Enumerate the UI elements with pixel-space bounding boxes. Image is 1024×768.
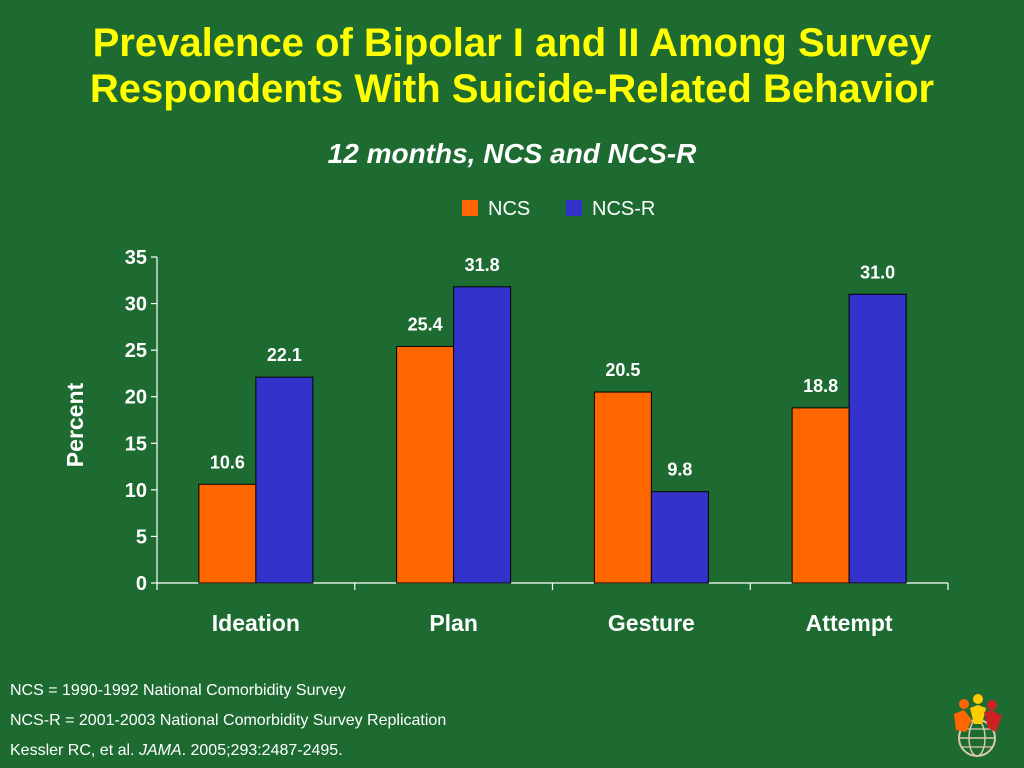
bar-ncs-plan [396,345,455,584]
citation-details: . 2005;293:2487-2495. [181,742,343,759]
y-axis-title: Percent [62,382,88,467]
x-tick-label-attempt: Attempt [806,610,893,636]
citation-journal: JAMA [138,742,182,759]
people-globe-logo-icon [954,694,1002,757]
data-label: 22.1 [267,345,302,365]
y-tick-label: 20 [125,387,147,409]
data-label: 10.6 [210,452,245,472]
legend-label-ncs-r: NCS-R [592,198,655,220]
chart-subtitle: 12 months, NCS and NCS-R [327,138,697,169]
bar-ncs-ideation [198,483,257,584]
data-label: 9.8 [667,460,692,480]
x-tick-label-plan: Plan [429,610,478,636]
x-tick-label-gesture: Gesture [608,610,695,636]
chart-title: Prevalence of Bipolar I and II Among Sur… [89,21,935,111]
y-tick-label: 0 [136,573,147,595]
data-label: 31.8 [465,255,500,275]
bar-ncs-r-ideation [255,376,314,584]
bar-ncs-attempt [791,407,850,584]
legend-swatch-ncs [462,200,478,216]
bar-ncs-r-gesture [650,491,709,584]
y-tick-label: 30 [125,294,147,316]
bar-chart: NCS NCS-R 0 5 10 15 20 25 30 35 Percent 10.6 22.1 Ide… [62,198,949,636]
y-tick-label: 25 [125,340,147,362]
citation-authors: Kessler RC, et al. [10,742,139,759]
legend-swatch-ncs-r [566,200,582,216]
data-label: 31.0 [860,262,895,282]
y-tick-label: 35 [125,247,147,269]
citation: Kessler RC, et al. JAMA. 2005;293:2487-2… [10,742,343,760]
y-tick-label: 5 [136,526,147,548]
bar-ncs-r-plan [453,286,512,584]
y-tick-label: 15 [125,433,147,455]
bar-ncs-gesture [593,391,652,584]
y-tick-label: 10 [125,480,147,502]
data-label: 18.8 [803,376,838,396]
x-tick-label-ideation: Ideation [212,610,300,636]
legend-label-ncs: NCS [488,198,530,220]
data-label: 20.5 [605,360,640,380]
footnote-ncs-r: NCS-R = 2001-2003 National Comorbidity S… [10,712,447,729]
footnote-ncs: NCS = 1990-1992 National Comorbidity Sur… [10,682,346,699]
data-label: 25.4 [408,314,443,334]
bar-ncs-r-attempt [848,293,907,584]
